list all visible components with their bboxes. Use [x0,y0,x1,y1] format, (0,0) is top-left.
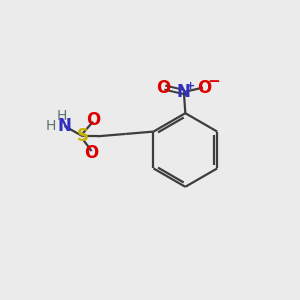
Text: N: N [58,117,71,135]
Text: H: H [57,109,68,123]
Text: S: S [77,127,89,145]
Text: +: + [186,80,195,91]
Text: O: O [86,111,100,129]
Text: N: N [177,83,191,101]
Text: O: O [156,79,170,97]
Text: −: − [207,74,220,89]
Text: H: H [46,119,56,133]
Text: O: O [197,79,212,97]
Text: O: O [85,143,99,161]
